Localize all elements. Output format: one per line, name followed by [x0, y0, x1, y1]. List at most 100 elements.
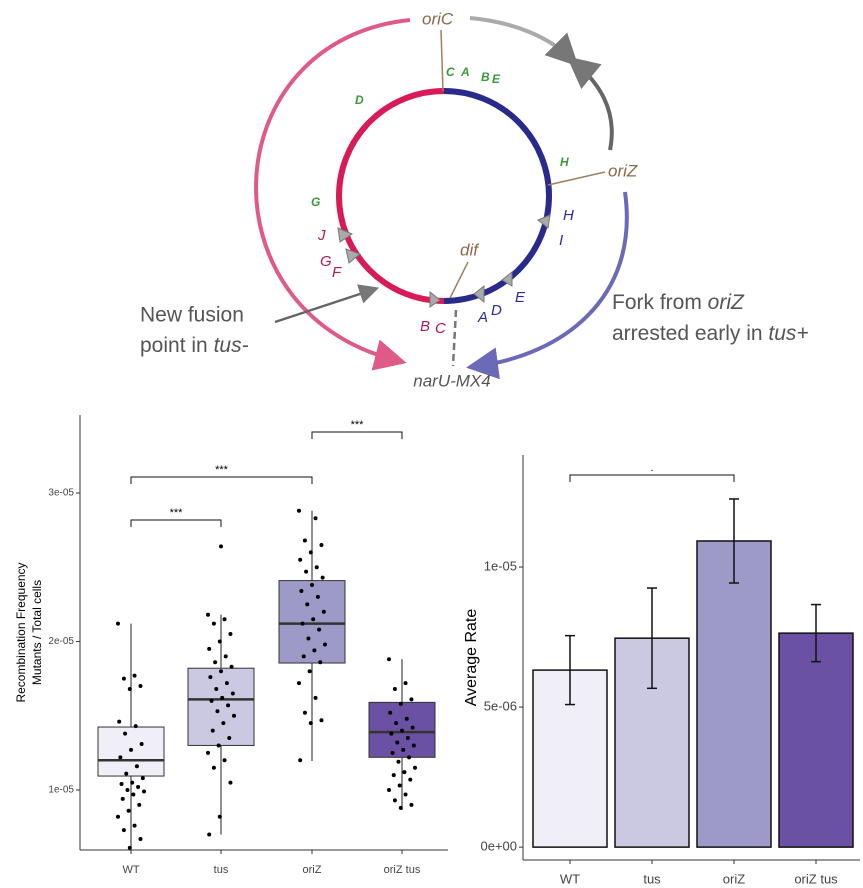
point [217, 743, 221, 747]
narU-line [453, 310, 456, 366]
point [224, 654, 228, 658]
point [402, 770, 406, 774]
point [228, 781, 232, 785]
point [393, 687, 397, 691]
site-label: C [435, 320, 446, 337]
point [398, 784, 402, 788]
point [129, 748, 133, 752]
fusion-text: point in [140, 334, 214, 357]
fork-label: arrested early in tus+ [612, 322, 809, 345]
y-axis-label: Mutants / Total cells [30, 580, 44, 685]
fork-text: tus+ [768, 322, 808, 345]
point [221, 721, 225, 725]
point [212, 766, 216, 770]
narU-label: narU-MX4 [413, 371, 490, 390]
bar [779, 633, 853, 847]
site-label: A [460, 65, 470, 79]
site-label: H [563, 207, 574, 224]
significance-bracket [131, 520, 221, 527]
point [387, 657, 391, 661]
point [304, 570, 308, 574]
point [309, 721, 313, 725]
point [399, 702, 403, 706]
point [120, 782, 124, 786]
tus-site [474, 286, 484, 302]
point [298, 558, 302, 562]
point [213, 660, 217, 664]
point [140, 742, 144, 746]
fork-label: Fork from oriZ [612, 291, 745, 314]
outlier [219, 544, 223, 548]
fork-text: Fork from [612, 291, 708, 314]
point [231, 691, 235, 695]
site-label: A [477, 309, 488, 326]
x-tick-label: oriZ tus [794, 871, 838, 886]
point [214, 687, 218, 691]
x-tick-label: oriZ [303, 864, 322, 876]
point [388, 711, 392, 715]
site-label: E [492, 72, 501, 86]
chromosome-left [339, 91, 444, 301]
point [135, 764, 139, 768]
chromosome-right [444, 91, 549, 301]
point [317, 628, 321, 632]
point [206, 613, 210, 617]
point [134, 724, 138, 728]
site-label: E [515, 289, 526, 306]
point [314, 696, 318, 700]
point [142, 789, 146, 793]
fusion-arrow [275, 290, 372, 322]
point [297, 681, 301, 685]
y-tick-label: 3e-05 [48, 488, 74, 499]
site-label: C [446, 65, 455, 79]
point [401, 748, 405, 752]
point [124, 772, 128, 776]
y-tick-label: 0e+00 [480, 839, 517, 854]
site-label: B [481, 70, 490, 84]
point [406, 736, 410, 740]
point [210, 699, 214, 703]
point [312, 648, 316, 652]
point [208, 675, 212, 679]
site-label: F [332, 264, 342, 281]
site-label: G [320, 253, 332, 270]
x-tick-label: oriZ tus [384, 864, 421, 876]
point [306, 637, 310, 641]
point [215, 709, 219, 713]
point [316, 595, 320, 599]
oric-label: oriC [422, 9, 454, 28]
point [220, 696, 224, 700]
point [122, 677, 126, 681]
point [391, 751, 395, 755]
point [407, 755, 411, 759]
point [219, 669, 223, 673]
point [319, 718, 323, 722]
point [225, 681, 229, 685]
point [118, 755, 122, 759]
site-label: D [491, 302, 502, 319]
x-tick-label: tus [643, 871, 661, 886]
point [404, 792, 408, 796]
point [230, 665, 234, 669]
point [303, 711, 307, 715]
point [299, 589, 303, 593]
point [411, 726, 415, 730]
site-label: G [311, 195, 320, 209]
chromosome-diagram: oriC oriZ dif narU-MX4 New fusion point … [140, 9, 809, 390]
fusion-label: point in tus- [140, 334, 249, 357]
point [232, 714, 236, 718]
fork-text: oriZ [708, 291, 745, 314]
point [133, 674, 137, 678]
point [131, 792, 135, 796]
point [399, 806, 403, 810]
point [207, 833, 211, 837]
point [116, 815, 120, 819]
point [141, 776, 145, 780]
point [127, 809, 131, 813]
oric-line [441, 30, 443, 91]
point [409, 803, 413, 807]
fork-arc-oriz [576, 64, 612, 150]
y-axis-label: Average Rate [463, 609, 480, 707]
point [297, 509, 301, 513]
site-label: D [355, 93, 364, 107]
